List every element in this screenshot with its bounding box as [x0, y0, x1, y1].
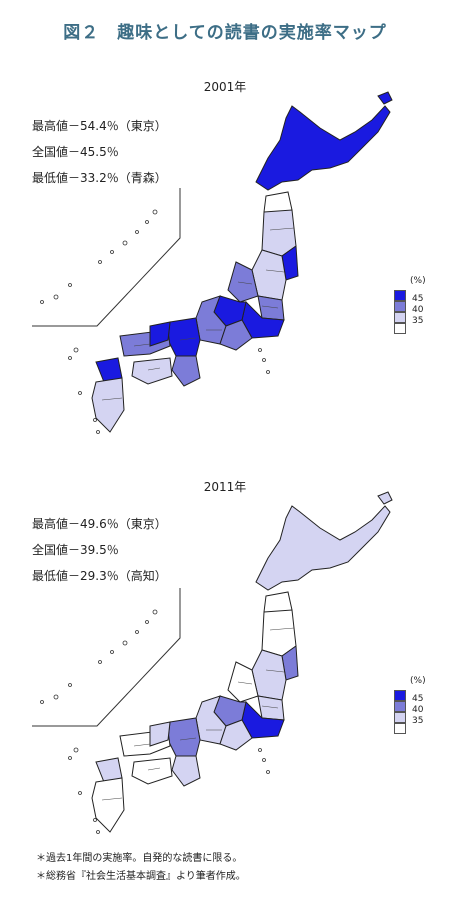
legend-label: 45	[412, 694, 424, 704]
legend-swatch	[394, 712, 406, 723]
legend-label: 40	[412, 305, 424, 315]
region-hokkaido	[255, 105, 391, 191]
legend-label: 35	[412, 716, 424, 726]
map-year-label: 2001年	[203, 80, 247, 94]
region-hokkaido	[255, 505, 391, 591]
min-value-label: 最低値－33.2％（青森）	[32, 171, 167, 185]
legend-label: 45	[412, 294, 424, 304]
japan-choropleth-map	[32, 491, 393, 834]
japan-choropleth-map	[32, 91, 393, 434]
region-chugoku-east	[149, 321, 171, 347]
region-tochigi-ibaraki	[257, 695, 285, 721]
inset-frame	[32, 588, 181, 727]
figure-notes: ＊過去1年間の実施率。自発的な読書に限る。 ＊総務省『社会生活基本調査』より筆者…	[36, 850, 246, 886]
national-value-label: 全国値－39.5％	[32, 543, 119, 557]
region-hokkaido-islands	[377, 491, 393, 505]
region-kyushu	[91, 377, 125, 433]
region-chugoku-east	[149, 721, 171, 747]
note-line: ＊総務省『社会生活基本調査』より筆者作成。	[36, 871, 246, 882]
region-shikoku	[131, 757, 173, 785]
max-value-label: 最高値－54.4％（東京）	[32, 119, 167, 133]
legend-swatch	[394, 323, 406, 334]
region-tochigi-ibaraki	[257, 295, 285, 321]
map-year-label: 2011年	[203, 480, 247, 494]
region-kii	[171, 355, 201, 387]
inset-frame	[32, 188, 181, 327]
legend-swatch	[394, 723, 406, 734]
region-kinki	[167, 317, 201, 357]
note-line: ＊過去1年間の実施率。自発的な読書に限る。	[36, 853, 243, 864]
legend-unit: (%)	[410, 676, 426, 686]
legend-swatch	[394, 690, 406, 701]
legend-label: 40	[412, 705, 424, 715]
region-kinki	[167, 717, 201, 757]
region-kii	[171, 755, 201, 787]
region-hokkaido-islands	[377, 91, 393, 105]
remote-islands	[40, 609, 270, 834]
legend-swatch	[394, 301, 406, 312]
national-value-label: 全国値－45.5％	[32, 145, 119, 159]
legend-label: 35	[412, 316, 424, 326]
region-kyushu	[91, 777, 125, 833]
region-shizuoka	[219, 719, 253, 751]
legend-swatch	[394, 312, 406, 323]
remote-islands	[40, 209, 270, 434]
region-shikoku	[131, 357, 173, 385]
map-stats: 最高値－54.4％（東京） 全国値－45.5％ 最低値－33.2％（青森）	[32, 113, 167, 191]
legend-swatch	[394, 701, 406, 712]
map-stats: 最高値－49.6％（東京） 全国値－39.5％ 最低値－29.3％（高知）	[32, 511, 167, 589]
region-niigata	[227, 261, 259, 303]
region-niigata	[227, 661, 259, 703]
figure-title: 図２ 趣味としての読書の実施率マップ	[63, 23, 387, 43]
min-value-label: 最低値－29.3％（高知）	[32, 569, 167, 583]
legend-unit: (%)	[410, 276, 426, 286]
legend-swatch	[394, 290, 406, 301]
max-value-label: 最高値－49.6％（東京）	[32, 517, 167, 531]
region-shizuoka	[219, 319, 253, 351]
